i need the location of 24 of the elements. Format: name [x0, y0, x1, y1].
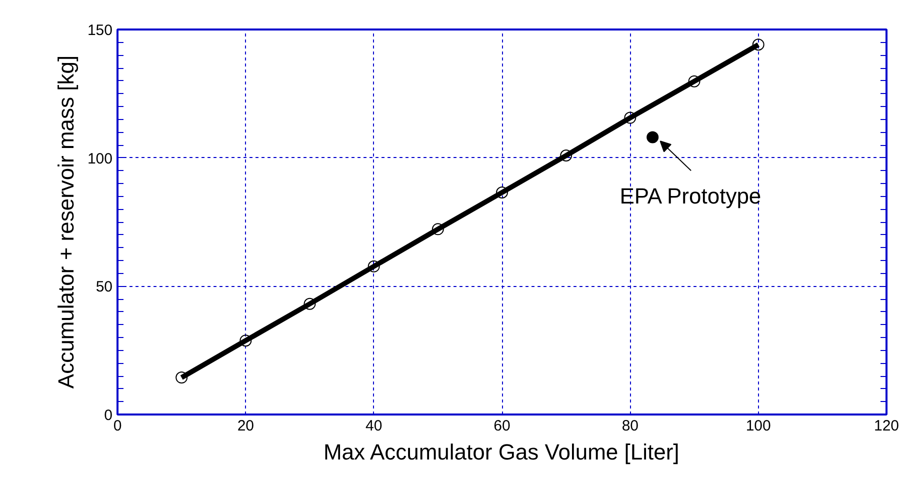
annotation: EPA Prototype — [620, 184, 762, 208]
x-tick-label: 80 — [622, 418, 639, 434]
point — [688, 75, 700, 88]
x-tick-label: 60 — [494, 418, 510, 434]
y-tick-label: 150 — [87, 22, 113, 39]
x-tick-label: 120 — [874, 418, 900, 434]
point — [624, 112, 636, 124]
point — [496, 186, 508, 198]
y-tick-label: 50 — [96, 278, 113, 296]
x-axis-title: Max Accumulator Gas Volume [Liter] — [323, 440, 680, 464]
point — [368, 260, 380, 272]
y-axis-title: Accumulator + reservoir mass [kg] — [53, 55, 78, 389]
point — [240, 334, 252, 347]
point — [432, 223, 444, 236]
x-tick-label: 40 — [365, 418, 382, 434]
point — [646, 131, 659, 144]
x-tick-label: 20 — [237, 418, 254, 434]
point — [304, 298, 316, 310]
point — [752, 38, 764, 51]
point — [176, 372, 188, 384]
x-tick-label: 100 — [746, 418, 771, 434]
y-tick-label: 100 — [87, 150, 113, 168]
point — [560, 150, 572, 162]
y-tick-label: 0 — [104, 407, 112, 424]
